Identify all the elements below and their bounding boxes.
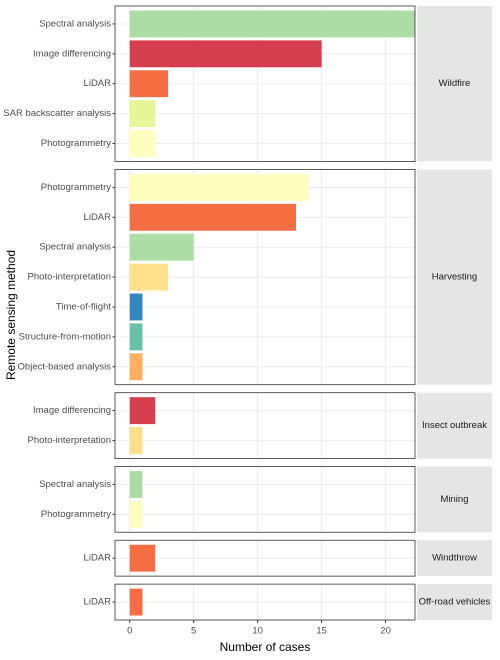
y-tick-label: Photo-interpretation (28, 435, 111, 446)
panel-background (115, 392, 415, 459)
x-tick-label: 5 (191, 626, 196, 637)
panel-background (115, 466, 415, 533)
bar (129, 470, 143, 498)
bar (129, 588, 143, 616)
strip-background (417, 169, 492, 385)
y-tick-label: LiDAR (84, 597, 112, 608)
bar (129, 70, 169, 98)
y-tick-label: Photogrammetry (41, 182, 111, 193)
panel (115, 392, 415, 459)
y-tick-label: Spectral analysis (39, 242, 111, 253)
y-tick-label: Structure-from-motion (19, 331, 111, 342)
y-tick-label: Spectral analysis (39, 18, 111, 29)
y-tick-label: Photogrammetry (41, 138, 111, 149)
bar (129, 293, 143, 321)
bar (129, 100, 156, 128)
bar (129, 40, 322, 68)
y-axis-title: Remote sensing method (4, 250, 18, 380)
y-tick-label: Spectral analysis (39, 479, 111, 490)
strip-background (417, 540, 492, 577)
strip-label: Insect outbreak (422, 420, 487, 431)
panel-border (114, 466, 416, 533)
strip-background (417, 466, 492, 533)
strip-background (417, 6, 492, 162)
strip-background (417, 392, 492, 459)
bar (129, 500, 143, 528)
panel (115, 6, 415, 162)
bar (129, 397, 156, 425)
strip-label: Windthrow (432, 553, 477, 564)
y-tick-label: LiDAR (84, 553, 112, 564)
y-tick-label: SAR backscatter analysis (3, 108, 111, 119)
panel (115, 466, 415, 533)
strip-background (417, 584, 492, 620)
bar (129, 263, 169, 291)
panel-border (114, 392, 416, 459)
strip-label: Harvesting (432, 272, 477, 283)
panel-border (114, 169, 416, 386)
y-tick-label: Image differencing (33, 405, 111, 416)
bar (129, 130, 156, 157)
x-tick-label: 0 (127, 626, 132, 637)
panel (115, 169, 415, 385)
panel-border (114, 539, 416, 577)
bar (129, 544, 156, 572)
panel (115, 584, 415, 620)
panel (115, 540, 415, 577)
y-tick-label: Time-of-flight (56, 301, 111, 312)
strip-label: Mining (441, 494, 469, 505)
x-tick-label: 15 (316, 626, 327, 637)
y-tick-label: Photogrammetry (41, 509, 111, 520)
bar (129, 427, 143, 454)
x-tick-label: 20 (380, 626, 391, 637)
bar (129, 10, 415, 38)
y-tick-label: LiDAR (84, 78, 112, 89)
strip-label: Wildfire (439, 78, 471, 89)
bar (129, 173, 309, 201)
panel-border (114, 5, 416, 162)
y-tick-label: Object-based analysis (18, 361, 112, 372)
y-tick-label: Image differencing (33, 48, 111, 59)
y-tick-label: Photo-interpretation (28, 272, 111, 283)
x-tick-label: 10 (252, 626, 263, 637)
panel-border (114, 583, 416, 621)
y-tick-label: LiDAR (84, 212, 112, 223)
bar (129, 353, 143, 381)
bar (129, 323, 143, 351)
x-axis-title: Number of cases (220, 640, 311, 654)
strip-label: Off-road vehicles (419, 597, 491, 608)
bar (129, 203, 297, 231)
bar (129, 233, 194, 261)
